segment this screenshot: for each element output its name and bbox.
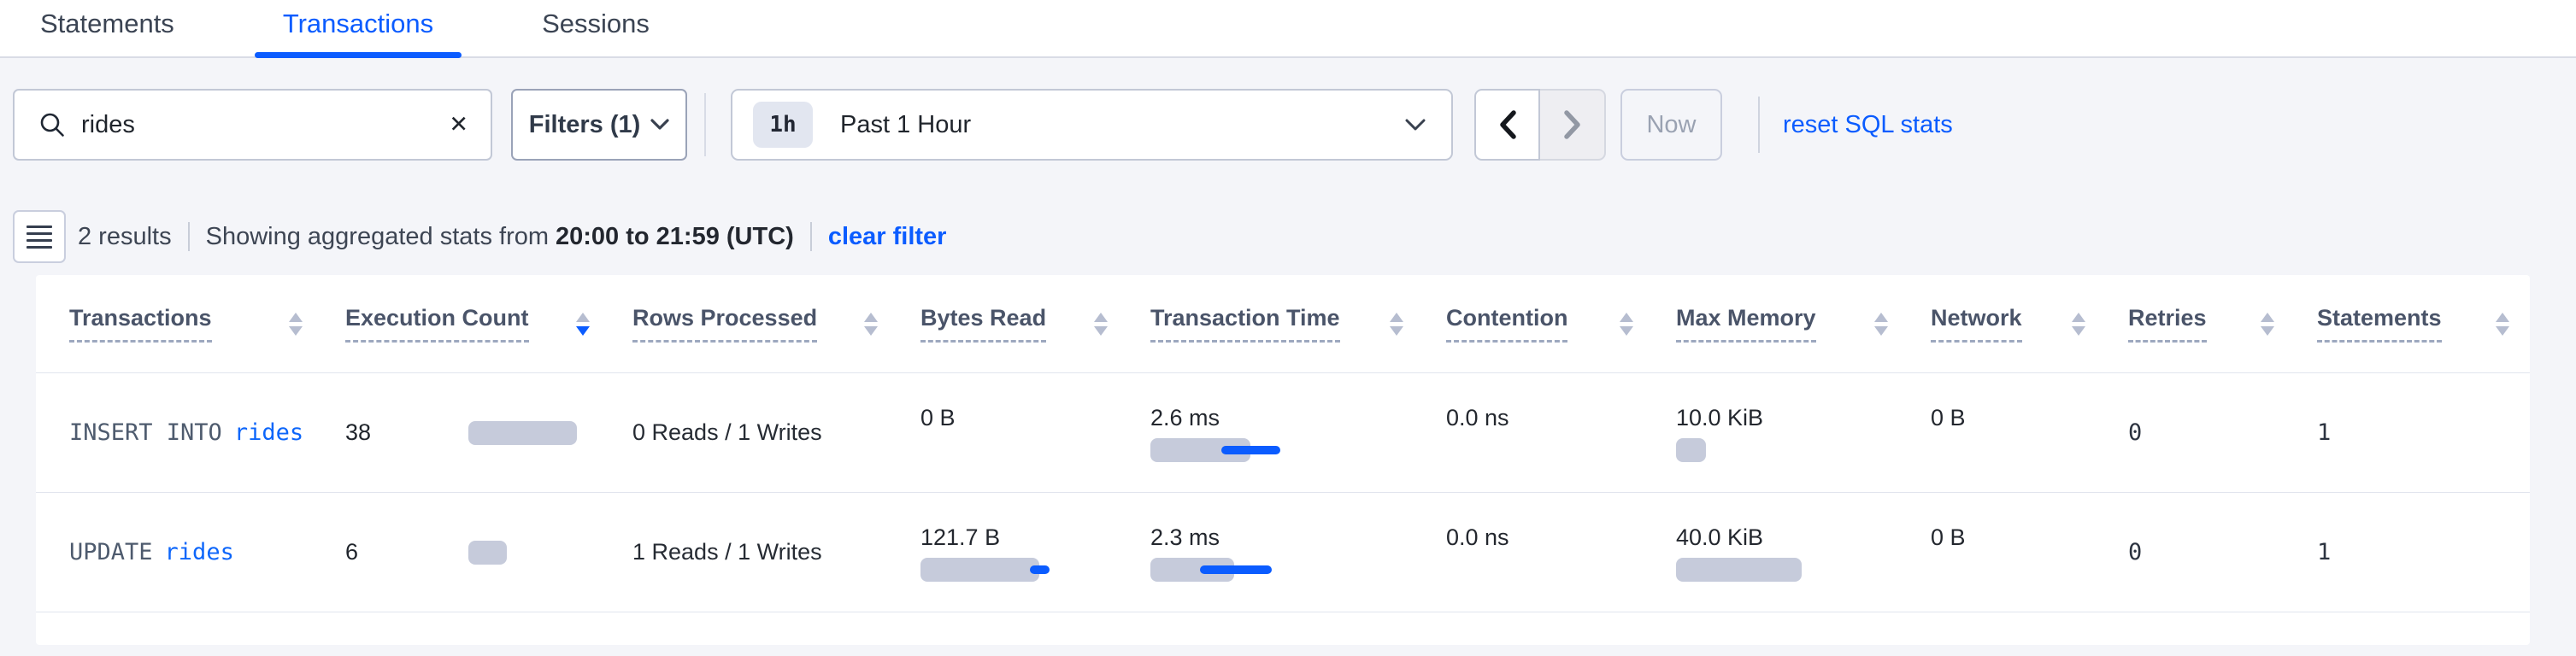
table-row: INSERT INTO rides 38 0 Reads / 1 Writes … <box>36 373 2530 493</box>
sort-icon <box>1620 312 1633 336</box>
results-bar: 2 results Showing aggregated stats from 2… <box>13 210 946 263</box>
toolbar: ✕ Filters (1) 1h Past 1 Hour <box>13 89 2576 161</box>
time-range-picker[interactable]: 1h Past 1 Hour <box>731 89 1453 161</box>
top-tab-bar: Statements Transactions Sessions <box>0 0 2576 58</box>
retries-cell: 0 <box>2128 419 2143 446</box>
max-memory-bar <box>1676 437 1706 462</box>
column-header-statements[interactable]: Statements <box>2317 275 2530 372</box>
tab-sessions-label: Sessions <box>542 9 650 38</box>
column-header-retries[interactable]: Retries <box>2128 275 2317 372</box>
statements-cell: 1 <box>2317 539 2332 565</box>
transaction-fingerprint-cell: UPDATE rides <box>69 539 234 565</box>
results-divider <box>809 222 812 251</box>
tab-statements[interactable]: Statements <box>12 0 203 56</box>
previous-interval-button[interactable] <box>1474 89 1540 161</box>
execution-count-bar <box>468 420 577 445</box>
filters-button[interactable]: Filters (1) <box>511 89 687 161</box>
table-header-row: Transactions Execution Count Rows Proces… <box>36 275 2530 373</box>
tab-statements-label: Statements <box>40 9 174 38</box>
transaction-time-cell: 2.6 ms <box>1150 373 1446 492</box>
tab-sessions[interactable]: Sessions <box>514 0 678 56</box>
toolbar-divider <box>1758 97 1760 153</box>
toolbar-divider <box>704 93 706 156</box>
transaction-fingerprint-link[interactable]: rides <box>233 419 304 446</box>
time-range-badge: 1h <box>753 102 813 148</box>
execution-count-cell: 38 <box>345 373 632 492</box>
chevron-down-icon <box>650 119 669 131</box>
chevron-right-icon <box>1563 110 1582 139</box>
max-memory-bar <box>1676 557 1802 582</box>
chevron-left-icon <box>1498 110 1517 139</box>
hamburger-icon <box>26 225 52 249</box>
next-interval-button[interactable] <box>1540 89 1606 161</box>
sort-icon <box>2496 312 2509 336</box>
search-box[interactable]: ✕ <box>13 89 492 161</box>
bytes-read-bar <box>920 557 1039 582</box>
sort-icon <box>2072 312 2085 336</box>
tab-transactions[interactable]: Transactions <box>254 0 462 58</box>
execution-count-cell: 6 <box>345 493 632 612</box>
execution-count-bar <box>468 540 507 565</box>
bytes-read-cell: 121.7 B <box>920 493 1150 612</box>
column-header-transactions[interactable]: Transactions <box>69 275 345 372</box>
rows-processed-cell: 1 Reads / 1 Writes <box>632 539 822 565</box>
transaction-fingerprint-cell: INSERT INTO rides <box>69 419 304 446</box>
aggregation-period-range: 20:00 to 21:59 (UTC) <box>556 222 794 250</box>
tab-transactions-label: Transactions <box>282 9 434 38</box>
column-header-transaction-time[interactable]: Transaction Time <box>1150 275 1446 372</box>
bytes-read-cell: 0 B <box>920 404 956 430</box>
retries-cell: 0 <box>2128 539 2143 565</box>
sort-icon <box>289 312 303 336</box>
contention-cell: 0.0 ns <box>1446 404 1509 430</box>
filters-button-label: Filters (1) <box>528 110 641 138</box>
column-header-rows-processed[interactable]: Rows Processed <box>632 275 920 372</box>
search-input[interactable] <box>81 110 389 139</box>
column-header-bytes-read[interactable]: Bytes Read <box>920 275 1150 372</box>
sort-icon <box>1874 312 1888 336</box>
bytes-read-mean-bar <box>1030 565 1050 574</box>
statements-cell: 1 <box>2317 419 2332 446</box>
results-count: 2 results <box>78 222 172 250</box>
network-cell: 0 B <box>1931 404 1966 430</box>
network-cell: 0 B <box>1931 524 1966 550</box>
aggregation-period-text: Showing aggregated stats from 20:00 to 21… <box>205 222 794 250</box>
column-header-max-memory[interactable]: Max Memory <box>1676 275 1931 372</box>
sort-icon <box>864 312 878 336</box>
now-button[interactable]: Now <box>1620 89 1722 161</box>
transaction-fingerprint-link[interactable]: rides <box>164 539 234 565</box>
time-range-label: Past 1 Hour <box>840 110 972 138</box>
sort-icon <box>1390 312 1403 336</box>
sort-icon-active-desc <box>576 312 590 336</box>
column-header-contention[interactable]: Contention <box>1446 275 1676 372</box>
chevron-down-icon <box>1405 119 1426 132</box>
max-memory-cell: 40.0 KiB <box>1676 493 1931 612</box>
clear-filter-link[interactable]: clear filter <box>827 222 947 250</box>
column-header-execution-count[interactable]: Execution Count <box>345 275 632 372</box>
transaction-time-mean-bar <box>1221 445 1280 454</box>
transactions-table-card: Transactions Execution Count Rows Proces… <box>36 275 2530 645</box>
time-nav-group <box>1474 89 1606 161</box>
sort-icon <box>2261 312 2274 336</box>
transaction-time-cell: 2.3 ms <box>1150 493 1446 612</box>
results-divider <box>187 222 190 251</box>
column-header-network[interactable]: Network <box>1931 275 2128 372</box>
max-memory-cell: 10.0 KiB <box>1676 373 1931 492</box>
rows-processed-cell: 0 Reads / 1 Writes <box>632 419 822 445</box>
clear-search-icon[interactable]: ✕ <box>449 111 468 138</box>
column-selector-button[interactable] <box>13 210 66 263</box>
contention-cell: 0.0 ns <box>1446 524 1509 550</box>
search-icon <box>38 111 66 138</box>
reset-sql-stats-link[interactable]: reset SQL stats <box>1783 110 1953 138</box>
transaction-time-mean-bar <box>1200 565 1272 574</box>
table-row: UPDATE rides 6 1 Reads / 1 Writes 121.7 … <box>36 493 2530 612</box>
sort-icon <box>1094 312 1108 336</box>
